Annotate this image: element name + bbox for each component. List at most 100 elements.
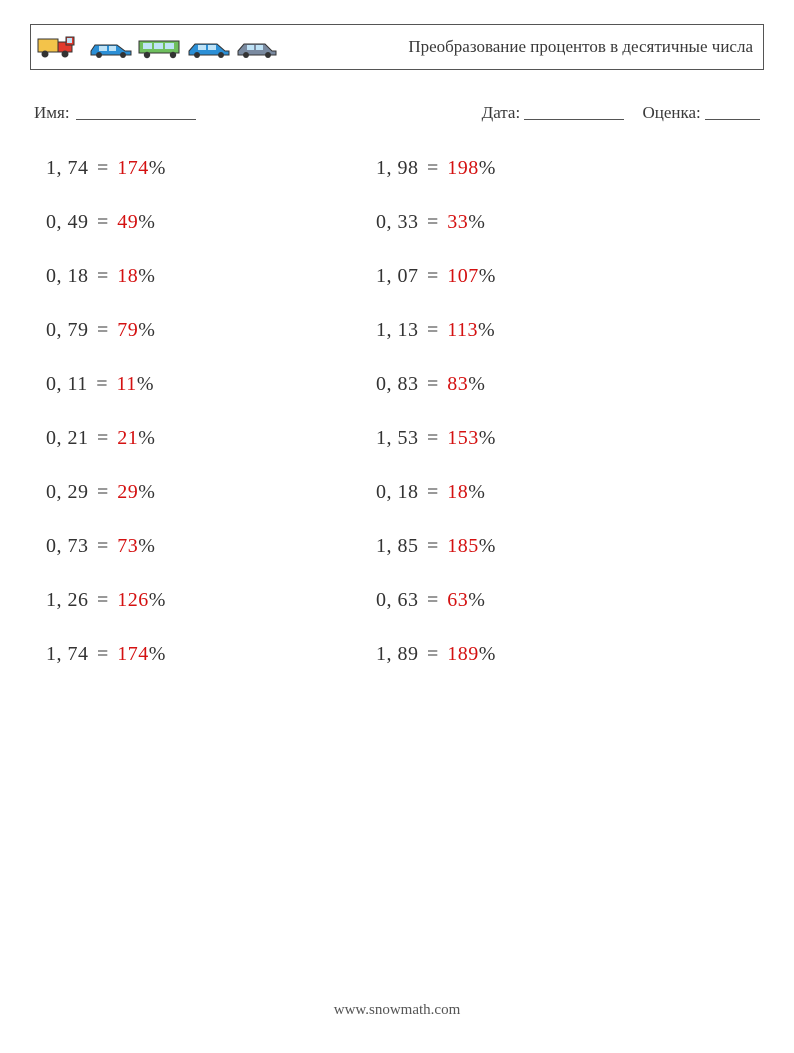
decimal-value: 1, 07 xyxy=(376,265,419,287)
decimal-value: 0, 33 xyxy=(376,211,419,233)
equals-sign: = xyxy=(92,319,115,341)
percent-answer: 189 xyxy=(447,643,479,665)
suv-icon xyxy=(137,37,183,59)
percent-answer: 198 xyxy=(447,157,479,179)
problem-left-3: 0, 79 = 79% xyxy=(46,319,376,342)
grade-blank[interactable] xyxy=(705,102,760,120)
equals-sign: = xyxy=(422,427,445,449)
equals-sign: = xyxy=(422,535,445,557)
equals-sign: = xyxy=(92,481,115,503)
percent-sign: % xyxy=(149,643,166,665)
problem-right-6: 0, 18 = 18% xyxy=(376,481,706,504)
decimal-value: 0, 83 xyxy=(376,373,419,395)
name-label: Имя: xyxy=(34,103,70,123)
vehicle-icons xyxy=(37,35,279,59)
grade-group: Оценка: xyxy=(642,100,760,123)
percent-answer: 73 xyxy=(117,535,138,557)
percent-sign: % xyxy=(138,535,155,557)
equals-sign: = xyxy=(422,319,445,341)
percent-sign: % xyxy=(149,157,166,179)
equals-sign: = xyxy=(422,157,445,179)
problem-right-3: 1, 13 = 113% xyxy=(376,319,706,342)
decimal-value: 1, 85 xyxy=(376,535,419,557)
decimal-value: 0, 79 xyxy=(46,319,89,341)
sedan2-icon xyxy=(187,39,231,59)
meta-row: Имя: Дата: Оценка: xyxy=(34,100,760,123)
percent-sign: % xyxy=(137,373,154,395)
percent-sign: % xyxy=(479,643,496,665)
problems-grid: 1, 74 = 174%1, 98 = 198%0, 49 = 49%0, 33… xyxy=(46,157,764,666)
percent-sign: % xyxy=(478,319,495,341)
problem-left-2: 0, 18 = 18% xyxy=(46,265,376,288)
problem-right-0: 1, 98 = 198% xyxy=(376,157,706,180)
name-blank[interactable] xyxy=(76,102,196,120)
percent-answer: 49 xyxy=(117,211,138,233)
percent-sign: % xyxy=(479,157,496,179)
problem-left-5: 0, 21 = 21% xyxy=(46,427,376,450)
date-group: Дата: xyxy=(482,100,625,123)
percent-sign: % xyxy=(138,265,155,287)
equals-sign: = xyxy=(91,373,114,395)
problem-right-5: 1, 53 = 153% xyxy=(376,427,706,450)
problem-left-1: 0, 49 = 49% xyxy=(46,211,376,234)
decimal-value: 1, 98 xyxy=(376,157,419,179)
decimal-value: 0, 11 xyxy=(46,373,88,395)
percent-sign: % xyxy=(138,427,155,449)
equals-sign: = xyxy=(92,157,115,179)
percent-answer: 21 xyxy=(117,427,138,449)
percent-answer: 79 xyxy=(117,319,138,341)
percent-answer: 83 xyxy=(447,373,468,395)
percent-sign: % xyxy=(138,481,155,503)
percent-answer: 153 xyxy=(447,427,479,449)
problem-right-9: 1, 89 = 189% xyxy=(376,643,706,666)
problem-right-8: 0, 63 = 63% xyxy=(376,589,706,612)
percent-answer: 11 xyxy=(117,373,137,395)
decimal-value: 1, 89 xyxy=(376,643,419,665)
date-label: Дата: xyxy=(482,103,521,122)
percent-answer: 33 xyxy=(447,211,468,233)
percent-sign: % xyxy=(138,319,155,341)
date-blank[interactable] xyxy=(524,102,624,120)
percent-answer: 63 xyxy=(447,589,468,611)
equals-sign: = xyxy=(92,211,115,233)
equals-sign: = xyxy=(92,535,115,557)
percent-answer: 29 xyxy=(117,481,138,503)
problem-left-6: 0, 29 = 29% xyxy=(46,481,376,504)
percent-answer: 107 xyxy=(447,265,479,287)
equals-sign: = xyxy=(422,265,445,287)
decimal-value: 0, 49 xyxy=(46,211,89,233)
equals-sign: = xyxy=(422,643,445,665)
percent-answer: 174 xyxy=(117,157,149,179)
percent-answer: 18 xyxy=(447,481,468,503)
worksheet-page: Преобразование процентов в десятичные чи… xyxy=(0,0,794,1053)
decimal-value: 0, 73 xyxy=(46,535,89,557)
percent-sign: % xyxy=(479,427,496,449)
footer-url: www.snowmath.com xyxy=(0,1002,794,1019)
percent-sign: % xyxy=(479,265,496,287)
decimal-value: 0, 18 xyxy=(46,265,89,287)
problem-right-2: 1, 07 = 107% xyxy=(376,265,706,288)
sedan-icon xyxy=(89,39,133,59)
problem-left-4: 0, 11 = 11% xyxy=(46,373,376,396)
percent-sign: % xyxy=(468,481,485,503)
percent-answer: 185 xyxy=(447,535,479,557)
equals-sign: = xyxy=(92,643,115,665)
percent-answer: 18 xyxy=(117,265,138,287)
problem-left-0: 1, 74 = 174% xyxy=(46,157,376,180)
percent-answer: 126 xyxy=(117,589,149,611)
decimal-value: 1, 74 xyxy=(46,643,89,665)
equals-sign: = xyxy=(422,373,445,395)
decimal-value: 1, 13 xyxy=(376,319,419,341)
problem-right-1: 0, 33 = 33% xyxy=(376,211,706,234)
date-grade: Дата: Оценка: xyxy=(482,100,760,123)
decimal-value: 1, 74 xyxy=(46,157,89,179)
decimal-value: 1, 26 xyxy=(46,589,89,611)
decimal-value: 1, 53 xyxy=(376,427,419,449)
decimal-value: 0, 29 xyxy=(46,481,89,503)
equals-sign: = xyxy=(422,481,445,503)
name-field: Имя: xyxy=(34,100,196,123)
problem-left-8: 1, 26 = 126% xyxy=(46,589,376,612)
problem-left-9: 1, 74 = 174% xyxy=(46,643,376,666)
truck-icon xyxy=(37,35,85,59)
problem-right-4: 0, 83 = 83% xyxy=(376,373,706,396)
